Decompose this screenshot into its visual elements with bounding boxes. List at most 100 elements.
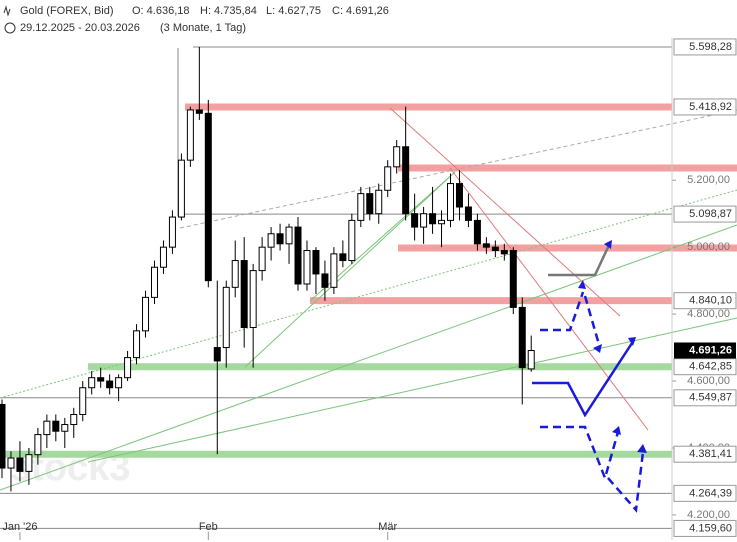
level-label: 4.264,39 — [689, 487, 732, 499]
y-tick-label: 4.200,00 — [687, 509, 730, 521]
candle-body — [115, 377, 123, 389]
candle-body — [455, 183, 463, 208]
candle-body — [429, 213, 437, 225]
level-label-box — [673, 38, 737, 56]
arrow — [548, 242, 612, 277]
candle-body — [159, 246, 167, 268]
candle-body — [150, 266, 158, 298]
ohlc-open: O: 4.636,18 — [132, 5, 190, 17]
candle-body — [97, 377, 105, 382]
level-label: 5.418,92 — [689, 101, 732, 113]
level-label: 5.098,87 — [689, 208, 732, 220]
candle-body — [491, 246, 499, 252]
level-label-box — [673, 389, 737, 407]
ohlc-low: L: 4.627,75 — [266, 5, 321, 17]
candle-body — [195, 109, 203, 114]
clock-icon — [4, 22, 16, 34]
level-label: 4.381,41 — [689, 448, 732, 460]
y-tick-label: 5.000,00 — [687, 241, 730, 253]
level-label: 4.159,60 — [689, 522, 732, 534]
arrow — [540, 425, 620, 482]
candle-body — [25, 454, 33, 472]
candle-body — [482, 243, 490, 248]
trend-line — [0, 224, 737, 491]
ohlc-high: H: 4.735,84 — [200, 5, 257, 17]
candle-body — [177, 159, 185, 218]
candle-body — [348, 219, 356, 262]
candle-body — [402, 146, 410, 215]
period: 29.12.2025 - 20.03.2026 — [20, 22, 140, 34]
level-label-box — [673, 205, 737, 223]
last-price-box — [674, 342, 736, 359]
level-label: 4.840,10 — [689, 295, 732, 307]
level-label-box — [673, 445, 737, 463]
y-tick-label: 5.200,00 — [687, 174, 730, 186]
level-label-box — [673, 484, 737, 502]
last-price-label: 4.691,26 — [689, 344, 732, 356]
candle-body — [384, 166, 392, 191]
candle-body — [231, 260, 239, 288]
candle-body — [276, 233, 284, 245]
candle-body — [518, 306, 526, 369]
candle-body — [294, 226, 302, 285]
candle-body — [411, 213, 419, 228]
candle-body — [52, 420, 60, 432]
trend-line — [389, 107, 621, 317]
candle-body — [500, 250, 508, 255]
candle-body — [249, 270, 257, 328]
candle-body — [34, 434, 42, 456]
candle-body — [240, 260, 248, 328]
candle-body — [16, 457, 24, 472]
candle-body — [366, 193, 374, 215]
x-tick-label: Jan '26 — [2, 521, 37, 533]
candle-body — [222, 286, 230, 349]
candle-body — [473, 219, 481, 245]
candle-body — [509, 250, 517, 308]
y-tick-label: 4.600,00 — [687, 375, 730, 387]
candle-body — [61, 424, 69, 432]
x-tick-label: Feb — [199, 521, 218, 533]
candle-body — [438, 219, 446, 225]
candle-body — [168, 216, 176, 248]
candle-body — [312, 250, 320, 275]
candle-body — [88, 377, 96, 389]
trend-line — [244, 171, 456, 368]
candle-body — [321, 273, 329, 288]
candle-body — [213, 347, 221, 362]
arrow — [532, 339, 636, 418]
candle-body — [303, 250, 311, 285]
trend-lines — [0, 48, 737, 491]
ohlc-close: C: 4.691,26 — [332, 5, 389, 17]
trend-line — [449, 167, 649, 431]
trend-line — [87, 317, 737, 463]
candle-body — [267, 233, 275, 248]
chart-title: Gold (FOREX, Bid) — [20, 5, 114, 17]
level-label-box — [673, 358, 737, 376]
candle-body — [339, 253, 347, 262]
arrow-head — [578, 240, 647, 453]
candle-body — [375, 189, 383, 215]
chart-icon — [3, 5, 11, 17]
candle-body — [258, 246, 266, 272]
candle-body — [447, 183, 454, 221]
level-label: 5.598,28 — [689, 41, 732, 53]
candle-body — [142, 296, 150, 332]
candle-body — [330, 253, 338, 288]
candle-body — [124, 357, 132, 379]
candle-body — [43, 420, 51, 436]
candle-body — [420, 213, 428, 228]
arrow — [540, 291, 585, 332]
y-tick-label: 4.800,00 — [687, 308, 730, 320]
candle-body — [133, 330, 141, 359]
arrow — [583, 295, 602, 349]
candle-body — [186, 109, 194, 161]
candle-body — [106, 380, 114, 389]
candle-body — [357, 193, 365, 221]
level-label-box — [673, 519, 737, 537]
candle-body — [393, 146, 401, 168]
level-label: 4.549,87 — [689, 392, 732, 404]
forecast-arrows — [532, 240, 647, 513]
candle-body — [464, 206, 472, 221]
level-label: 4.642,85 — [689, 361, 732, 373]
